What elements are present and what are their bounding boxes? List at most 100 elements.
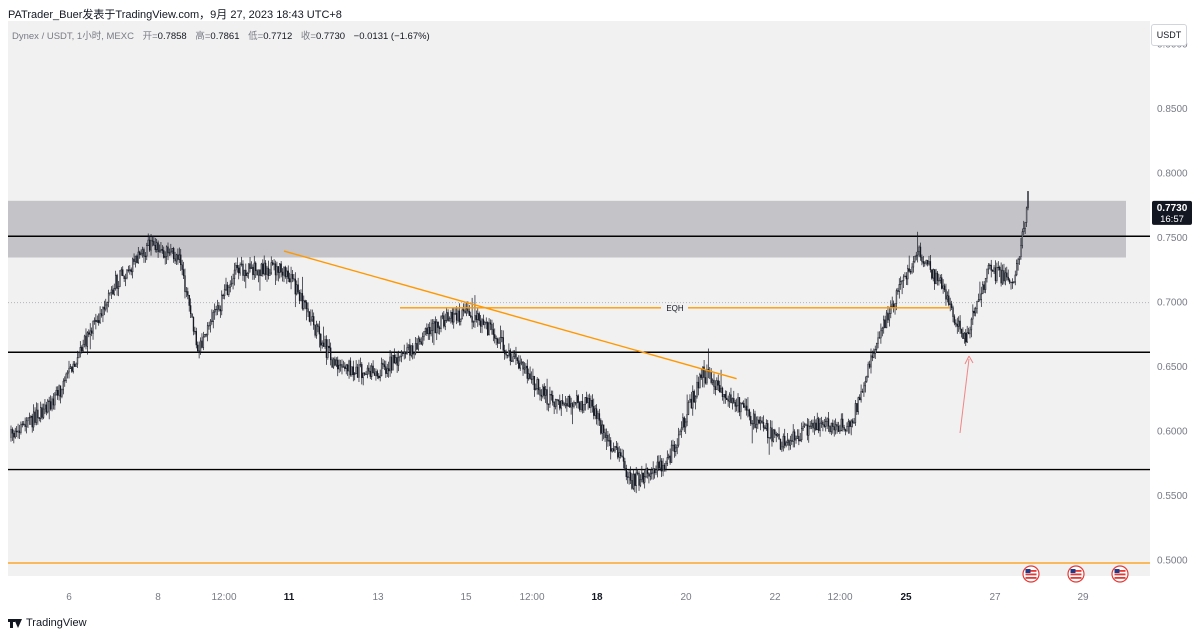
candle [434, 316, 437, 334]
candle [211, 309, 213, 325]
candle [638, 471, 640, 491]
candle-body [805, 424, 807, 426]
candle [177, 248, 179, 265]
candle [649, 469, 652, 481]
candle-body [573, 402, 575, 407]
candle [387, 361, 390, 378]
candle-body [438, 327, 441, 330]
candle [948, 289, 950, 307]
candle-body [20, 424, 22, 433]
candle-body [491, 323, 493, 330]
candle-body [943, 285, 946, 290]
candle-body [598, 413, 601, 421]
candle [249, 256, 251, 273]
candle-body [113, 288, 115, 295]
candle [655, 465, 657, 476]
candle-body [419, 338, 421, 342]
us-flag-icon[interactable] [1067, 565, 1085, 583]
candle [297, 277, 299, 295]
descending-trendline[interactable] [283, 250, 737, 380]
candle-body [757, 419, 759, 425]
time-axis[interactable]: 6 8 12:00 11 13 15 12:00 18 20 22 12:00 25 27 29 [66, 592, 1089, 603]
candle [798, 429, 800, 446]
candle [372, 360, 374, 374]
candle-body [262, 263, 264, 275]
candle-body [639, 479, 642, 486]
candle-body [133, 258, 135, 262]
candle [133, 253, 135, 265]
candle-body [1025, 207, 1028, 223]
candle [266, 265, 268, 282]
candle-body [92, 321, 94, 334]
candle [88, 329, 90, 338]
resistance-zone[interactable] [8, 200, 1126, 258]
candle [737, 393, 739, 413]
candle-body [697, 381, 700, 389]
candle [475, 310, 478, 323]
candle [320, 333, 322, 352]
candle [404, 351, 407, 359]
candle [997, 261, 999, 271]
candle [93, 317, 96, 325]
candle [89, 323, 91, 350]
candle-body [588, 398, 591, 408]
candle [571, 402, 574, 425]
candle-body [297, 284, 299, 293]
candle-body [233, 269, 236, 280]
candle-body [304, 300, 306, 303]
us-flag-icon[interactable] [1022, 565, 1040, 583]
candle-body [594, 408, 596, 416]
candle-body [812, 422, 814, 429]
candle-body [710, 371, 712, 383]
candle-body [219, 309, 222, 312]
candle [283, 266, 285, 283]
candle [823, 418, 825, 428]
candle-body [477, 313, 479, 320]
candle-body [110, 289, 113, 293]
candle-body [11, 429, 14, 434]
candle [462, 303, 465, 317]
candle [212, 309, 214, 329]
candle [49, 395, 52, 411]
candle-body [788, 439, 790, 446]
candle [842, 413, 844, 432]
candle [989, 263, 991, 270]
candle-body [495, 337, 497, 340]
candle [1024, 221, 1026, 234]
candle-body [294, 278, 296, 295]
candle-body [782, 435, 784, 448]
candle [311, 309, 313, 322]
candle-body [577, 395, 579, 403]
candle [20, 421, 22, 435]
candle-body [873, 353, 875, 358]
candle [201, 333, 203, 349]
candle [802, 421, 804, 432]
candle-body [550, 394, 552, 396]
candle-body [27, 417, 29, 422]
candle [629, 466, 632, 484]
currency-button[interactable]: USDT [1151, 24, 1187, 46]
candle-body [1010, 281, 1012, 284]
candle [465, 301, 468, 317]
candle-body [912, 261, 915, 268]
us-flag-icon[interactable] [1111, 565, 1129, 583]
candle [544, 385, 547, 403]
candle [331, 357, 333, 368]
candle [277, 266, 280, 282]
candle [612, 442, 615, 452]
candle [986, 268, 988, 283]
candle-body [765, 423, 767, 429]
candle [453, 308, 455, 329]
symbol-name[interactable]: Dynex / USDT, 1小时, MEXC [12, 31, 134, 42]
candle [427, 323, 429, 340]
symbol-info-bar[interactable]: Dynex / USDT, 1小时, MEXC 开=0.7858 高=0.786… [12, 28, 430, 42]
candle [58, 384, 60, 401]
candle [871, 350, 874, 362]
candle [501, 329, 503, 343]
candle-body [238, 267, 240, 274]
candle [1006, 266, 1008, 281]
candle-body [776, 433, 779, 436]
candle [75, 362, 77, 367]
candle [919, 242, 922, 261]
